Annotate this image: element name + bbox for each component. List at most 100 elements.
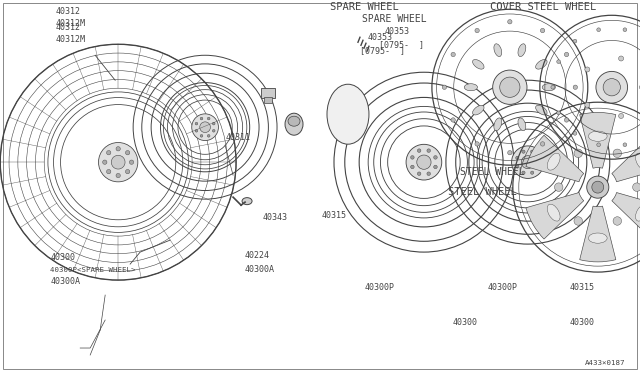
Text: 40300P: 40300P	[365, 283, 395, 292]
Text: 40300A: 40300A	[245, 265, 275, 274]
Text: [0795-  ]: [0795- ]	[360, 46, 405, 55]
Text: 40300: 40300	[453, 318, 478, 327]
Circle shape	[106, 151, 111, 155]
Circle shape	[102, 160, 107, 164]
Circle shape	[564, 118, 569, 122]
Text: 40312: 40312	[55, 23, 80, 32]
Ellipse shape	[636, 204, 640, 221]
Circle shape	[500, 77, 520, 97]
Circle shape	[427, 172, 431, 176]
Circle shape	[125, 151, 130, 155]
Circle shape	[192, 114, 218, 141]
Text: 40353: 40353	[368, 33, 393, 42]
Circle shape	[554, 183, 563, 192]
Circle shape	[632, 183, 640, 192]
Ellipse shape	[288, 116, 300, 126]
Circle shape	[406, 144, 442, 180]
Circle shape	[129, 160, 134, 164]
Circle shape	[531, 150, 534, 153]
Ellipse shape	[536, 105, 547, 115]
Circle shape	[451, 52, 455, 57]
Text: SPARE WHEEL: SPARE WHEEL	[362, 14, 427, 24]
Ellipse shape	[518, 44, 526, 57]
Ellipse shape	[547, 204, 560, 221]
Circle shape	[619, 113, 623, 119]
Circle shape	[200, 117, 203, 120]
Circle shape	[195, 129, 198, 132]
Circle shape	[111, 155, 125, 169]
Bar	[264, 97, 272, 103]
Circle shape	[574, 149, 582, 158]
Circle shape	[516, 156, 519, 160]
Circle shape	[557, 60, 561, 64]
Text: 40311: 40311	[225, 133, 250, 142]
Ellipse shape	[494, 44, 502, 57]
Circle shape	[475, 28, 479, 33]
Circle shape	[531, 171, 534, 174]
Text: 40300P<SPARE WHEEL>: 40300P<SPARE WHEEL>	[50, 267, 136, 273]
Circle shape	[557, 111, 561, 115]
Circle shape	[574, 217, 582, 225]
Text: 40315: 40315	[570, 283, 595, 292]
Circle shape	[592, 181, 604, 193]
Ellipse shape	[518, 118, 526, 131]
Circle shape	[125, 170, 130, 174]
Circle shape	[212, 122, 215, 125]
Circle shape	[585, 67, 590, 72]
Text: 40312M: 40312M	[55, 19, 85, 28]
Circle shape	[613, 217, 621, 225]
Text: STEEL WHEEL: STEEL WHEEL	[448, 187, 516, 197]
Circle shape	[442, 85, 447, 89]
Text: 40312: 40312	[55, 7, 80, 16]
Text: 40300A: 40300A	[50, 277, 80, 286]
Circle shape	[573, 131, 577, 135]
Circle shape	[200, 122, 211, 132]
Circle shape	[417, 149, 421, 153]
Circle shape	[411, 155, 414, 159]
Ellipse shape	[285, 113, 303, 135]
Wedge shape	[580, 112, 616, 168]
Circle shape	[551, 85, 555, 89]
Ellipse shape	[636, 153, 640, 170]
Circle shape	[417, 155, 431, 169]
Ellipse shape	[536, 60, 547, 69]
Ellipse shape	[472, 105, 484, 115]
Circle shape	[619, 56, 623, 61]
Text: 40300: 40300	[50, 253, 76, 262]
Circle shape	[116, 173, 120, 178]
Circle shape	[623, 143, 627, 147]
Circle shape	[540, 142, 545, 146]
Circle shape	[200, 135, 203, 137]
Circle shape	[99, 142, 138, 182]
Circle shape	[508, 151, 512, 155]
Circle shape	[573, 85, 577, 89]
Text: 40300: 40300	[570, 318, 595, 327]
Circle shape	[427, 149, 431, 153]
Text: SPARE WHEEL: SPARE WHEEL	[330, 2, 399, 12]
Ellipse shape	[494, 118, 502, 131]
Circle shape	[623, 28, 627, 32]
Circle shape	[434, 155, 437, 159]
Text: 40300P: 40300P	[488, 283, 518, 292]
Text: COVER STEEL WHEEL: COVER STEEL WHEEL	[490, 2, 596, 12]
Circle shape	[511, 146, 544, 179]
Wedge shape	[526, 193, 584, 239]
Circle shape	[195, 122, 198, 125]
Text: 40353: 40353	[385, 27, 410, 36]
Circle shape	[106, 170, 111, 174]
Circle shape	[596, 143, 600, 147]
Circle shape	[585, 102, 590, 108]
Circle shape	[508, 20, 512, 24]
Ellipse shape	[242, 198, 252, 205]
Bar	[261, 88, 275, 98]
Circle shape	[434, 165, 437, 169]
Wedge shape	[612, 135, 640, 182]
Ellipse shape	[542, 84, 556, 91]
Circle shape	[596, 71, 628, 103]
Circle shape	[537, 156, 540, 160]
Ellipse shape	[547, 153, 560, 170]
Circle shape	[522, 150, 525, 153]
Text: STEEL WHEEL: STEEL WHEEL	[460, 167, 525, 177]
Circle shape	[537, 165, 540, 168]
Circle shape	[613, 149, 621, 158]
